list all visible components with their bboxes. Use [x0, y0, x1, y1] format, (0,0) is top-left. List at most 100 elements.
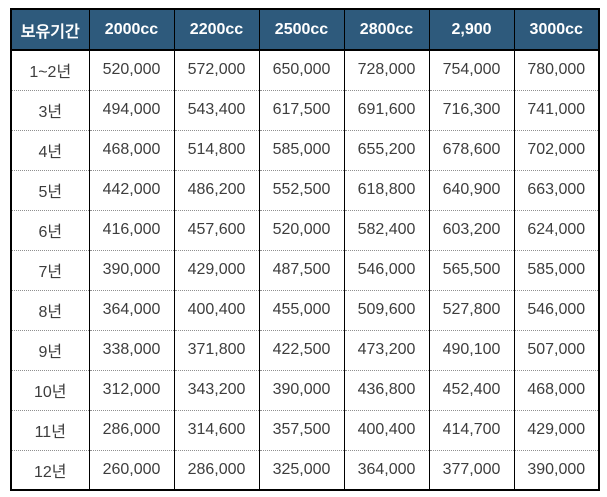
price-cell: 754,000 [428, 50, 515, 90]
price-cell: 343,200 [173, 369, 260, 410]
period-cell: 12년 [10, 449, 90, 490]
table-row: 9년 338,000 371,800 422,500 473,200 490,100 507… [10, 329, 600, 370]
price-cell: 507,000 [513, 329, 600, 370]
price-cell: 543,400 [173, 89, 260, 130]
price-cell: 486,200 [173, 169, 260, 210]
price-cell: 552,500 [258, 169, 345, 210]
period-cell: 7년 [10, 249, 90, 290]
price-cell: 286,000 [173, 449, 260, 490]
price-cell: 585,000 [258, 129, 345, 170]
price-cell: 400,400 [343, 409, 430, 450]
price-cell: 509,600 [343, 289, 430, 330]
price-cell: 442,000 [88, 169, 175, 210]
table-row: 10년 312,000 343,200 390,000 436,800 452,400 46… [10, 369, 600, 410]
price-cell: 582,400 [343, 209, 430, 250]
price-cell: 452,400 [428, 369, 515, 410]
table-row: 5년 442,000 486,200 552,500 618,800 640,900 663… [10, 169, 600, 210]
price-cell: 728,000 [343, 50, 430, 90]
period-cell: 11년 [10, 409, 90, 450]
price-cell: 473,200 [343, 329, 430, 370]
price-cell: 457,600 [173, 209, 260, 250]
price-cell: 780,000 [513, 50, 600, 90]
price-cell: 338,000 [88, 329, 175, 370]
price-cell: 514,800 [173, 129, 260, 170]
period-cell: 1~2년 [10, 50, 90, 90]
price-cell: 371,800 [173, 329, 260, 370]
price-cell: 603,200 [428, 209, 515, 250]
price-cell: 314,600 [173, 409, 260, 450]
table-row: 1~2년 520,000 572,000 650,000 728,000 754,000 7… [10, 50, 600, 90]
price-cell: 702,000 [513, 129, 600, 170]
table-row: 8년 364,000 400,400 455,000 509,600 527,800 546… [10, 289, 600, 330]
price-cell: 364,000 [88, 289, 175, 330]
price-cell: 716,300 [428, 89, 515, 130]
table-row: 6년 416,000 457,600 520,000 582,400 603,200 624… [10, 209, 600, 250]
period-cell: 9년 [10, 329, 90, 370]
price-cell: 691,600 [343, 89, 430, 130]
table-row: 12년 260,000 286,000 325,000 364,000 377,000 39… [10, 449, 600, 490]
column-header: 2200cc [173, 9, 260, 51]
price-cell: 312,000 [88, 369, 175, 410]
price-cell: 286,000 [88, 409, 175, 450]
table-row: 4년 468,000 514,800 585,000 655,200 678,600 702… [10, 129, 600, 170]
price-cell: 325,000 [258, 449, 345, 490]
price-cell: 565,500 [428, 249, 515, 290]
price-cell: 429,000 [173, 249, 260, 290]
price-cell: 520,000 [258, 209, 345, 250]
table-row: 11년 286,000 314,600 357,500 400,400 414,700 42… [10, 409, 600, 450]
price-cell: 678,600 [428, 129, 515, 170]
price-cell: 390,000 [88, 249, 175, 290]
period-cell: 5년 [10, 169, 90, 210]
price-cell: 624,000 [513, 209, 600, 250]
column-header: 3000cc [513, 9, 600, 51]
price-cell: 390,000 [258, 369, 345, 410]
period-cell: 6년 [10, 209, 90, 250]
price-cell: 416,000 [88, 209, 175, 250]
price-cell: 650,000 [258, 50, 345, 90]
price-cell: 364,000 [343, 449, 430, 490]
price-cell: 572,000 [173, 50, 260, 90]
price-cell: 487,500 [258, 249, 345, 290]
period-cell: 10년 [10, 369, 90, 410]
price-cell: 357,500 [258, 409, 345, 450]
price-cell: 455,000 [258, 289, 345, 330]
column-header-period: 보유기간 [10, 9, 90, 51]
price-cell: 640,900 [428, 169, 515, 210]
price-cell: 390,000 [513, 449, 600, 490]
price-cell: 422,500 [258, 329, 345, 370]
price-cell: 546,000 [513, 289, 600, 330]
table-row: 3년 494,000 543,400 617,500 691,600 716,300 741… [10, 89, 600, 130]
price-cell: 520,000 [88, 50, 175, 90]
price-cell: 741,000 [513, 89, 600, 130]
price-cell: 585,000 [513, 249, 600, 290]
period-cell: 4년 [10, 129, 90, 170]
price-cell: 468,000 [513, 369, 600, 410]
price-cell: 655,200 [343, 129, 430, 170]
price-cell: 618,800 [343, 169, 430, 210]
price-cell: 429,000 [513, 409, 600, 450]
column-header: 2,900 [428, 9, 515, 51]
price-cell: 414,700 [428, 409, 515, 450]
period-cell: 3년 [10, 89, 90, 130]
price-cell: 490,100 [428, 329, 515, 370]
table-row: 7년 390,000 429,000 487,500 546,000 565,500 585… [10, 249, 600, 290]
price-cell: 468,000 [88, 129, 175, 170]
price-cell: 546,000 [343, 249, 430, 290]
price-cell: 663,000 [513, 169, 600, 210]
vehicle-price-table: 보유기간 2000cc 2200cc 2500cc 2800cc 2,900 3000cc … [10, 8, 600, 491]
period-cell: 8년 [10, 289, 90, 330]
column-header: 2500cc [258, 9, 345, 51]
price-cell: 377,000 [428, 449, 515, 490]
price-cell: 436,800 [343, 369, 430, 410]
column-header: 2800cc [343, 9, 430, 51]
price-cell: 527,800 [428, 289, 515, 330]
table-header: 보유기간 2000cc 2200cc 2500cc 2800cc 2,900 3000cc [10, 9, 600, 51]
header-row: 보유기간 2000cc 2200cc 2500cc 2800cc 2,900 3000cc [10, 9, 600, 51]
column-header: 2000cc [88, 9, 175, 51]
price-cell: 400,400 [173, 289, 260, 330]
price-cell: 494,000 [88, 89, 175, 130]
price-cell: 260,000 [88, 449, 175, 490]
table-body: 1~2년 520,000 572,000 650,000 728,000 754,000 7… [10, 50, 600, 490]
price-cell: 617,500 [258, 89, 345, 130]
